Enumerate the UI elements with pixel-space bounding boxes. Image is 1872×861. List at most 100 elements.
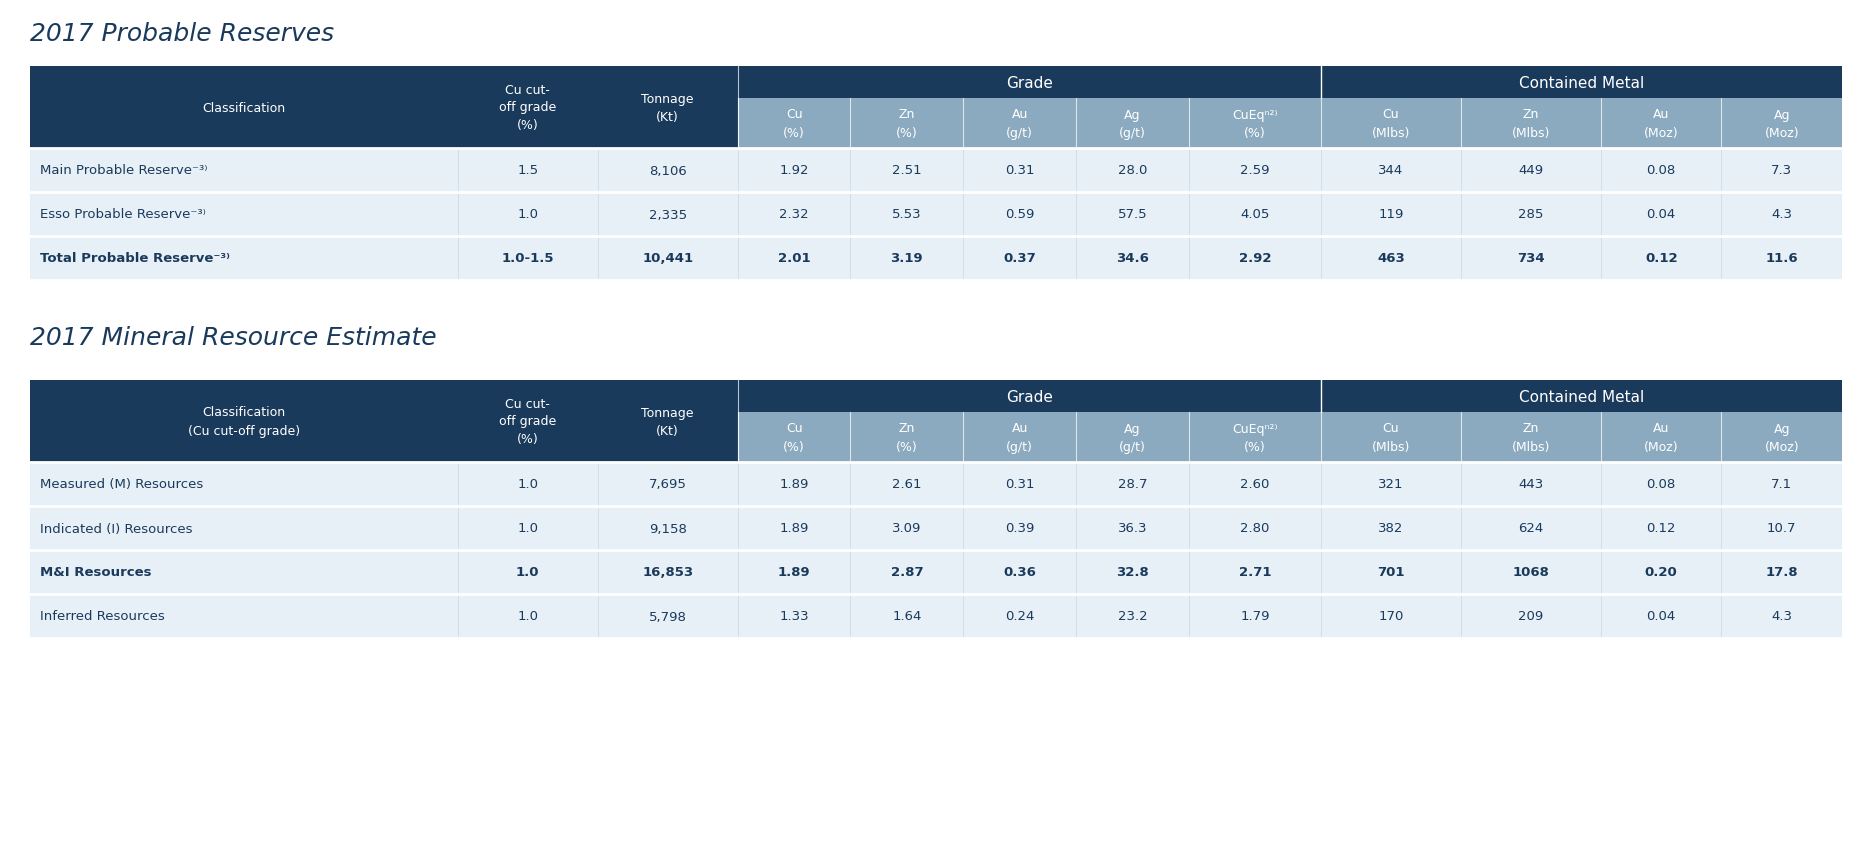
- Text: Classification
(Cu cut-off grade): Classification (Cu cut-off grade): [187, 406, 300, 437]
- Text: Cu cut-
off grade
(%): Cu cut- off grade (%): [500, 397, 556, 446]
- Text: Grade: Grade: [1005, 76, 1052, 90]
- Text: 2017 Mineral Resource Estimate: 2017 Mineral Resource Estimate: [30, 325, 436, 350]
- Text: 701: 701: [1378, 566, 1404, 579]
- Text: Esso Probable Reserve⁻³⁾: Esso Probable Reserve⁻³⁾: [39, 208, 206, 221]
- Text: 8,106: 8,106: [650, 164, 687, 177]
- Text: 1.89: 1.89: [777, 566, 811, 579]
- Text: 0.20: 0.20: [1645, 566, 1677, 579]
- Bar: [1601, 412, 1722, 462]
- Text: Zn
(%): Zn (%): [897, 422, 917, 453]
- Text: 16,853: 16,853: [642, 566, 693, 579]
- Bar: [459, 67, 597, 149]
- Text: 344: 344: [1378, 164, 1404, 177]
- Text: 23.2: 23.2: [1118, 610, 1148, 623]
- Text: Ag
(g/t): Ag (g/t): [1119, 108, 1146, 139]
- Text: 5.53: 5.53: [893, 208, 921, 221]
- Text: Au
(Moz): Au (Moz): [1644, 422, 1679, 453]
- Text: Grade: Grade: [1005, 389, 1052, 404]
- Text: 2.80: 2.80: [1239, 522, 1269, 535]
- Text: 34.6: 34.6: [1116, 252, 1149, 265]
- Bar: [597, 67, 738, 149]
- Text: 2017 Probable Reserves: 2017 Probable Reserves: [30, 22, 333, 46]
- Bar: [459, 381, 597, 462]
- Text: CuEqⁿ²⁾
(%): CuEqⁿ²⁾ (%): [1232, 108, 1277, 139]
- Text: 1.0: 1.0: [517, 522, 539, 535]
- Text: 1.0: 1.0: [517, 610, 539, 623]
- Text: 449: 449: [1518, 164, 1544, 177]
- Bar: [1189, 99, 1322, 149]
- Text: Au
(g/t): Au (g/t): [1005, 108, 1033, 139]
- Text: 0.59: 0.59: [1005, 208, 1035, 221]
- Text: 170: 170: [1378, 610, 1404, 623]
- Text: 443: 443: [1518, 478, 1544, 491]
- Text: 285: 285: [1518, 208, 1544, 221]
- Text: 1.0-1.5: 1.0-1.5: [502, 252, 554, 265]
- Text: Cu
(Mlbs): Cu (Mlbs): [1372, 422, 1410, 453]
- Text: 119: 119: [1378, 208, 1404, 221]
- Bar: [1722, 412, 1842, 462]
- Text: Ag
(g/t): Ag (g/t): [1119, 422, 1146, 453]
- Text: Main Probable Reserve⁻³⁾: Main Probable Reserve⁻³⁾: [39, 164, 208, 177]
- Text: 4.3: 4.3: [1771, 208, 1792, 221]
- Text: 4.3: 4.3: [1771, 610, 1792, 623]
- Text: 10.7: 10.7: [1767, 522, 1797, 535]
- Text: 0.12: 0.12: [1647, 522, 1675, 535]
- Text: 5,798: 5,798: [650, 610, 687, 623]
- Text: 36.3: 36.3: [1118, 522, 1148, 535]
- Text: Ag
(Moz): Ag (Moz): [1765, 422, 1799, 453]
- Bar: [30, 193, 1842, 237]
- Text: 7.1: 7.1: [1771, 478, 1792, 491]
- Text: Zn
(Mlbs): Zn (Mlbs): [1513, 108, 1550, 139]
- Text: 7.3: 7.3: [1771, 164, 1792, 177]
- Text: Tonnage
(Kt): Tonnage (Kt): [642, 406, 695, 437]
- Text: 10,441: 10,441: [642, 252, 693, 265]
- Text: 4.05: 4.05: [1239, 208, 1269, 221]
- Bar: [30, 550, 1842, 594]
- Text: 11.6: 11.6: [1765, 252, 1797, 265]
- Text: 382: 382: [1378, 522, 1404, 535]
- Bar: [30, 67, 1842, 99]
- Bar: [30, 149, 1842, 193]
- Text: 1.79: 1.79: [1239, 610, 1269, 623]
- Text: Zn
(%): Zn (%): [897, 108, 917, 139]
- Text: 0.08: 0.08: [1647, 164, 1675, 177]
- Text: 624: 624: [1518, 522, 1544, 535]
- Bar: [30, 237, 1842, 281]
- Bar: [738, 99, 850, 149]
- Text: 2,335: 2,335: [648, 208, 687, 221]
- Text: 321: 321: [1378, 478, 1404, 491]
- Text: 28.7: 28.7: [1118, 478, 1148, 491]
- Text: 0.39: 0.39: [1005, 522, 1035, 535]
- Text: Tonnage
(Kt): Tonnage (Kt): [642, 92, 695, 123]
- Text: 17.8: 17.8: [1765, 566, 1797, 579]
- Text: Contained Metal: Contained Metal: [1518, 389, 1644, 404]
- Bar: [1601, 99, 1722, 149]
- Text: 1.0: 1.0: [517, 208, 539, 221]
- Text: 0.08: 0.08: [1647, 478, 1675, 491]
- Text: 0.31: 0.31: [1005, 164, 1035, 177]
- Bar: [850, 99, 964, 149]
- Bar: [1189, 412, 1322, 462]
- Text: Measured (M) Resources: Measured (M) Resources: [39, 478, 204, 491]
- Text: 0.12: 0.12: [1645, 252, 1677, 265]
- Text: 463: 463: [1378, 252, 1404, 265]
- Text: 9,158: 9,158: [650, 522, 687, 535]
- Text: 0.04: 0.04: [1647, 610, 1675, 623]
- Text: 7,695: 7,695: [650, 478, 687, 491]
- Text: CuEqⁿ²⁾
(%): CuEqⁿ²⁾ (%): [1232, 422, 1277, 453]
- Text: 209: 209: [1518, 610, 1544, 623]
- Text: 57.5: 57.5: [1118, 208, 1148, 221]
- Text: 28.0: 28.0: [1118, 164, 1148, 177]
- Text: Total Probable Reserve⁻³⁾: Total Probable Reserve⁻³⁾: [39, 252, 230, 265]
- Bar: [738, 412, 850, 462]
- Text: 1.33: 1.33: [779, 610, 809, 623]
- Bar: [1076, 412, 1189, 462]
- Text: 3.19: 3.19: [891, 252, 923, 265]
- Text: Contained Metal: Contained Metal: [1518, 76, 1644, 90]
- Text: 1.92: 1.92: [779, 164, 809, 177]
- Bar: [1322, 412, 1460, 462]
- Text: 0.36: 0.36: [1003, 566, 1035, 579]
- Text: Cu
(%): Cu (%): [782, 422, 805, 453]
- Bar: [1460, 412, 1601, 462]
- Text: 0.37: 0.37: [1003, 252, 1035, 265]
